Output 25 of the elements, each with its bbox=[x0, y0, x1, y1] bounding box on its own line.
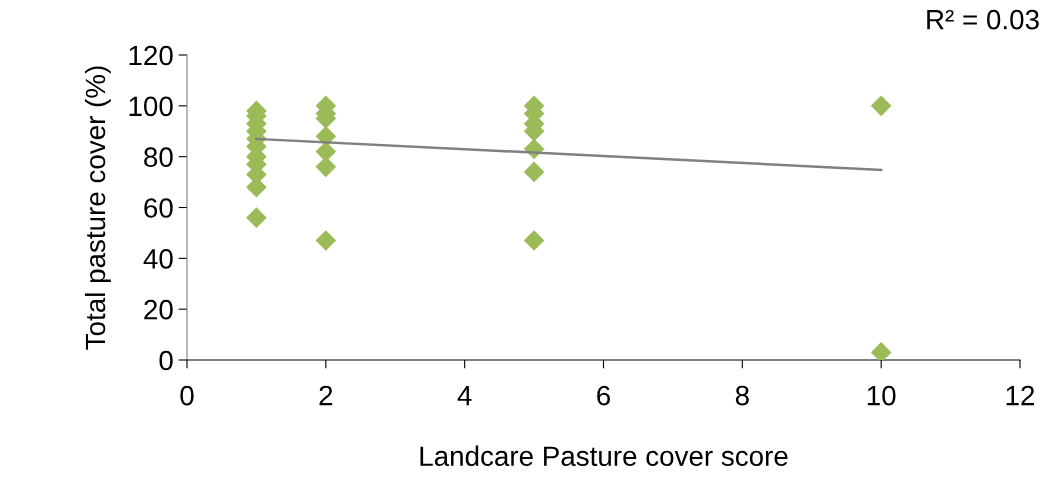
y-tick-label: 60 bbox=[144, 198, 173, 218]
point bbox=[315, 156, 337, 178]
y-tick-label: 120 bbox=[129, 45, 173, 66]
x-tick-label: 4 bbox=[457, 386, 472, 406]
x-tick-label: 8 bbox=[735, 385, 749, 406]
x-tick-label: 6 bbox=[597, 385, 610, 406]
y-tick-label: 20 bbox=[144, 299, 173, 320]
point bbox=[870, 95, 892, 117]
x-tick-label: 0 bbox=[180, 385, 194, 406]
y-axis-title: Total pasture cover (%) bbox=[84, 66, 111, 350]
point bbox=[315, 230, 337, 251]
point bbox=[870, 342, 892, 360]
text: R² = 0.03 bbox=[927, 9, 1039, 30]
point bbox=[523, 230, 545, 251]
point bbox=[246, 207, 267, 228]
y-tick-label: 0 bbox=[159, 350, 173, 371]
point bbox=[315, 141, 337, 162]
x-tick-label: 10 bbox=[867, 385, 896, 406]
point bbox=[523, 161, 545, 183]
y-tick-label: 40 bbox=[143, 249, 173, 269]
y-tick-label: 100 bbox=[129, 96, 173, 117]
x-tick-label: 12 bbox=[1006, 385, 1035, 406]
x-axis-title: Landcare Pasture cover score bbox=[420, 445, 788, 467]
y-tick-label: 80 bbox=[144, 147, 173, 168]
x-tick-label: 2 bbox=[319, 385, 333, 406]
